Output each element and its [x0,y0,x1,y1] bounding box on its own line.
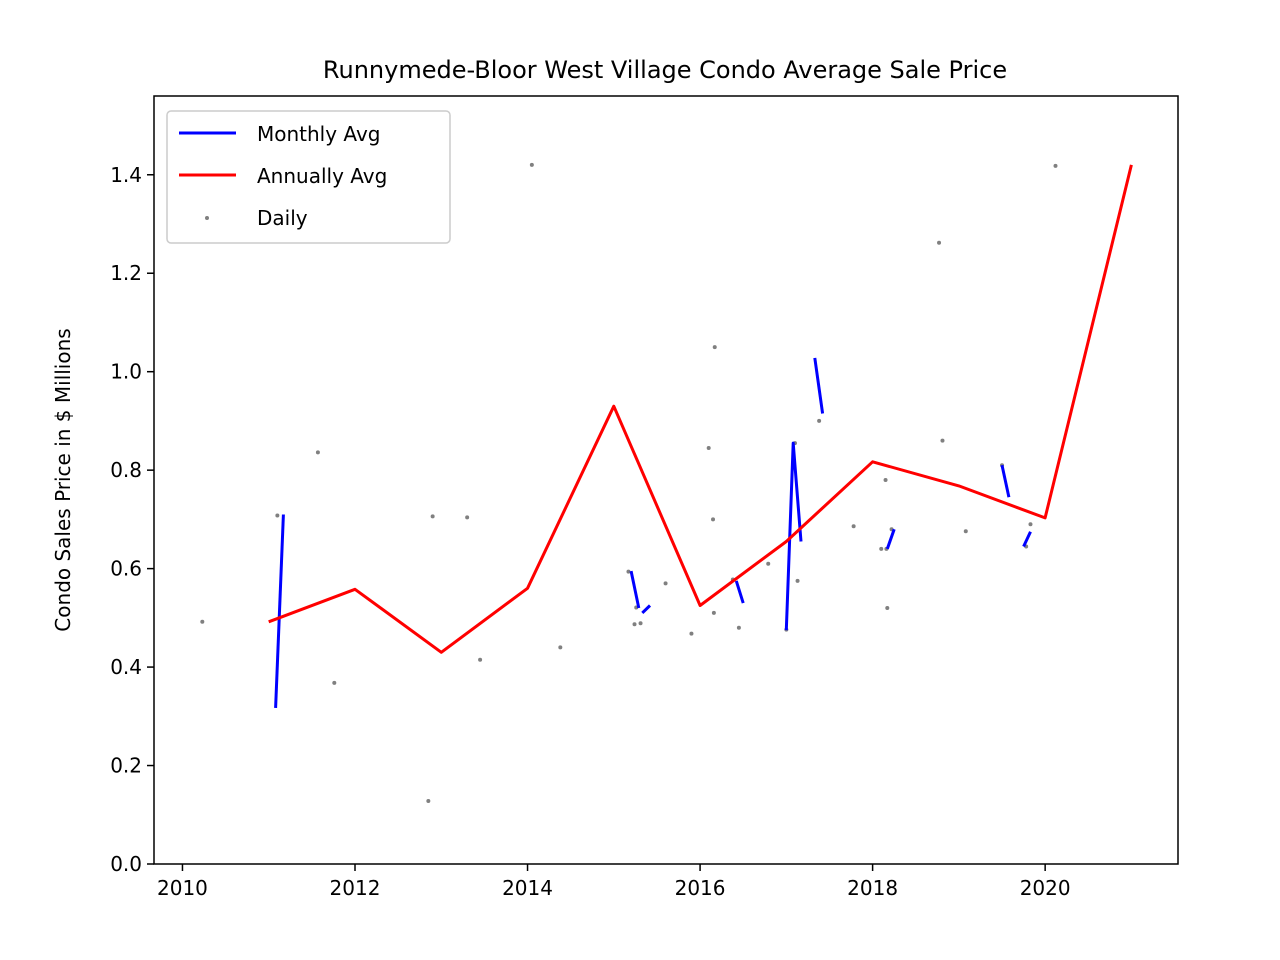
monthly-avg-line [813,357,825,414]
daily-point [1053,163,1058,168]
y-tick-label: 0.4 [110,655,142,679]
x-axis: 2010 2012 2014 2016 2018 2020 [157,864,1071,900]
annual-avg-line [268,164,1133,654]
monthly-avg-line [885,528,896,550]
daily-point [200,619,205,624]
daily-point [883,478,888,482]
monthly-avg-line [629,570,641,609]
daily-point [711,610,716,615]
daily-point [332,680,337,685]
daily-point [632,622,637,627]
daily-point [795,578,800,583]
daily-point [940,438,945,443]
monthly-avg-line [734,580,745,604]
x-tick-label: 2016 [675,876,726,900]
daily-point [275,513,280,518]
daily-point [1028,522,1033,527]
legend-label-daily: Daily [257,206,308,230]
legend: Monthly Avg Annually Avg Daily [166,110,451,244]
daily-point [879,546,884,551]
y-tick-label: 0.2 [110,754,142,778]
daily-point [426,798,431,803]
y-tick-label: 0.8 [110,458,142,482]
daily-point [711,517,716,522]
x-tick-label: 2014 [502,876,553,900]
daily-point [638,621,643,626]
daily-point [706,446,711,450]
y-tick-label: 0.6 [110,557,142,581]
legend-box [166,110,451,244]
daily-point [663,581,668,586]
y-tick-label: 1.4 [110,163,142,187]
daily-point [478,657,483,662]
y-tick-label: 0.0 [110,852,142,876]
legend-label-annually: Annually Avg [257,164,387,188]
x-tick-label: 2012 [330,876,381,900]
y-axis-label: Condo Sales Price in $ Millions [51,328,75,631]
chart-title: Runnymede-Bloor West Village Condo Avera… [323,56,1007,84]
legend-label-monthly: Monthly Avg [257,122,380,146]
daily-point [963,529,968,534]
daily-point [817,418,822,423]
daily-point [736,625,741,630]
daily-point [689,631,694,636]
legend-swatch-daily [205,216,209,220]
daily-point [766,561,771,566]
monthly-avg-line [1022,531,1032,548]
daily-point [937,240,942,245]
monthly-avg-line [784,441,803,631]
daily-point [626,569,631,574]
monthly-avg-line [641,604,652,614]
y-axis: 0.0 0.2 0.4 0.6 0.8 1.0 1.2 1.4 [110,163,154,876]
series-layer [200,162,1133,803]
daily-point [712,345,717,350]
y-tick-label: 1.2 [110,261,142,285]
x-tick-label: 2010 [157,876,208,900]
daily-point [558,645,563,650]
daily-point [315,450,320,455]
x-tick-label: 2018 [847,876,898,900]
monthly-avg-line [1000,464,1011,498]
daily-point [430,514,435,519]
x-tick-label: 2020 [1020,876,1071,900]
daily-point [465,515,470,520]
daily-point [885,606,890,610]
daily-point [851,524,856,529]
monthly-avg-line [274,514,285,708]
y-tick-label: 1.0 [110,360,142,384]
daily-point [529,162,534,167]
